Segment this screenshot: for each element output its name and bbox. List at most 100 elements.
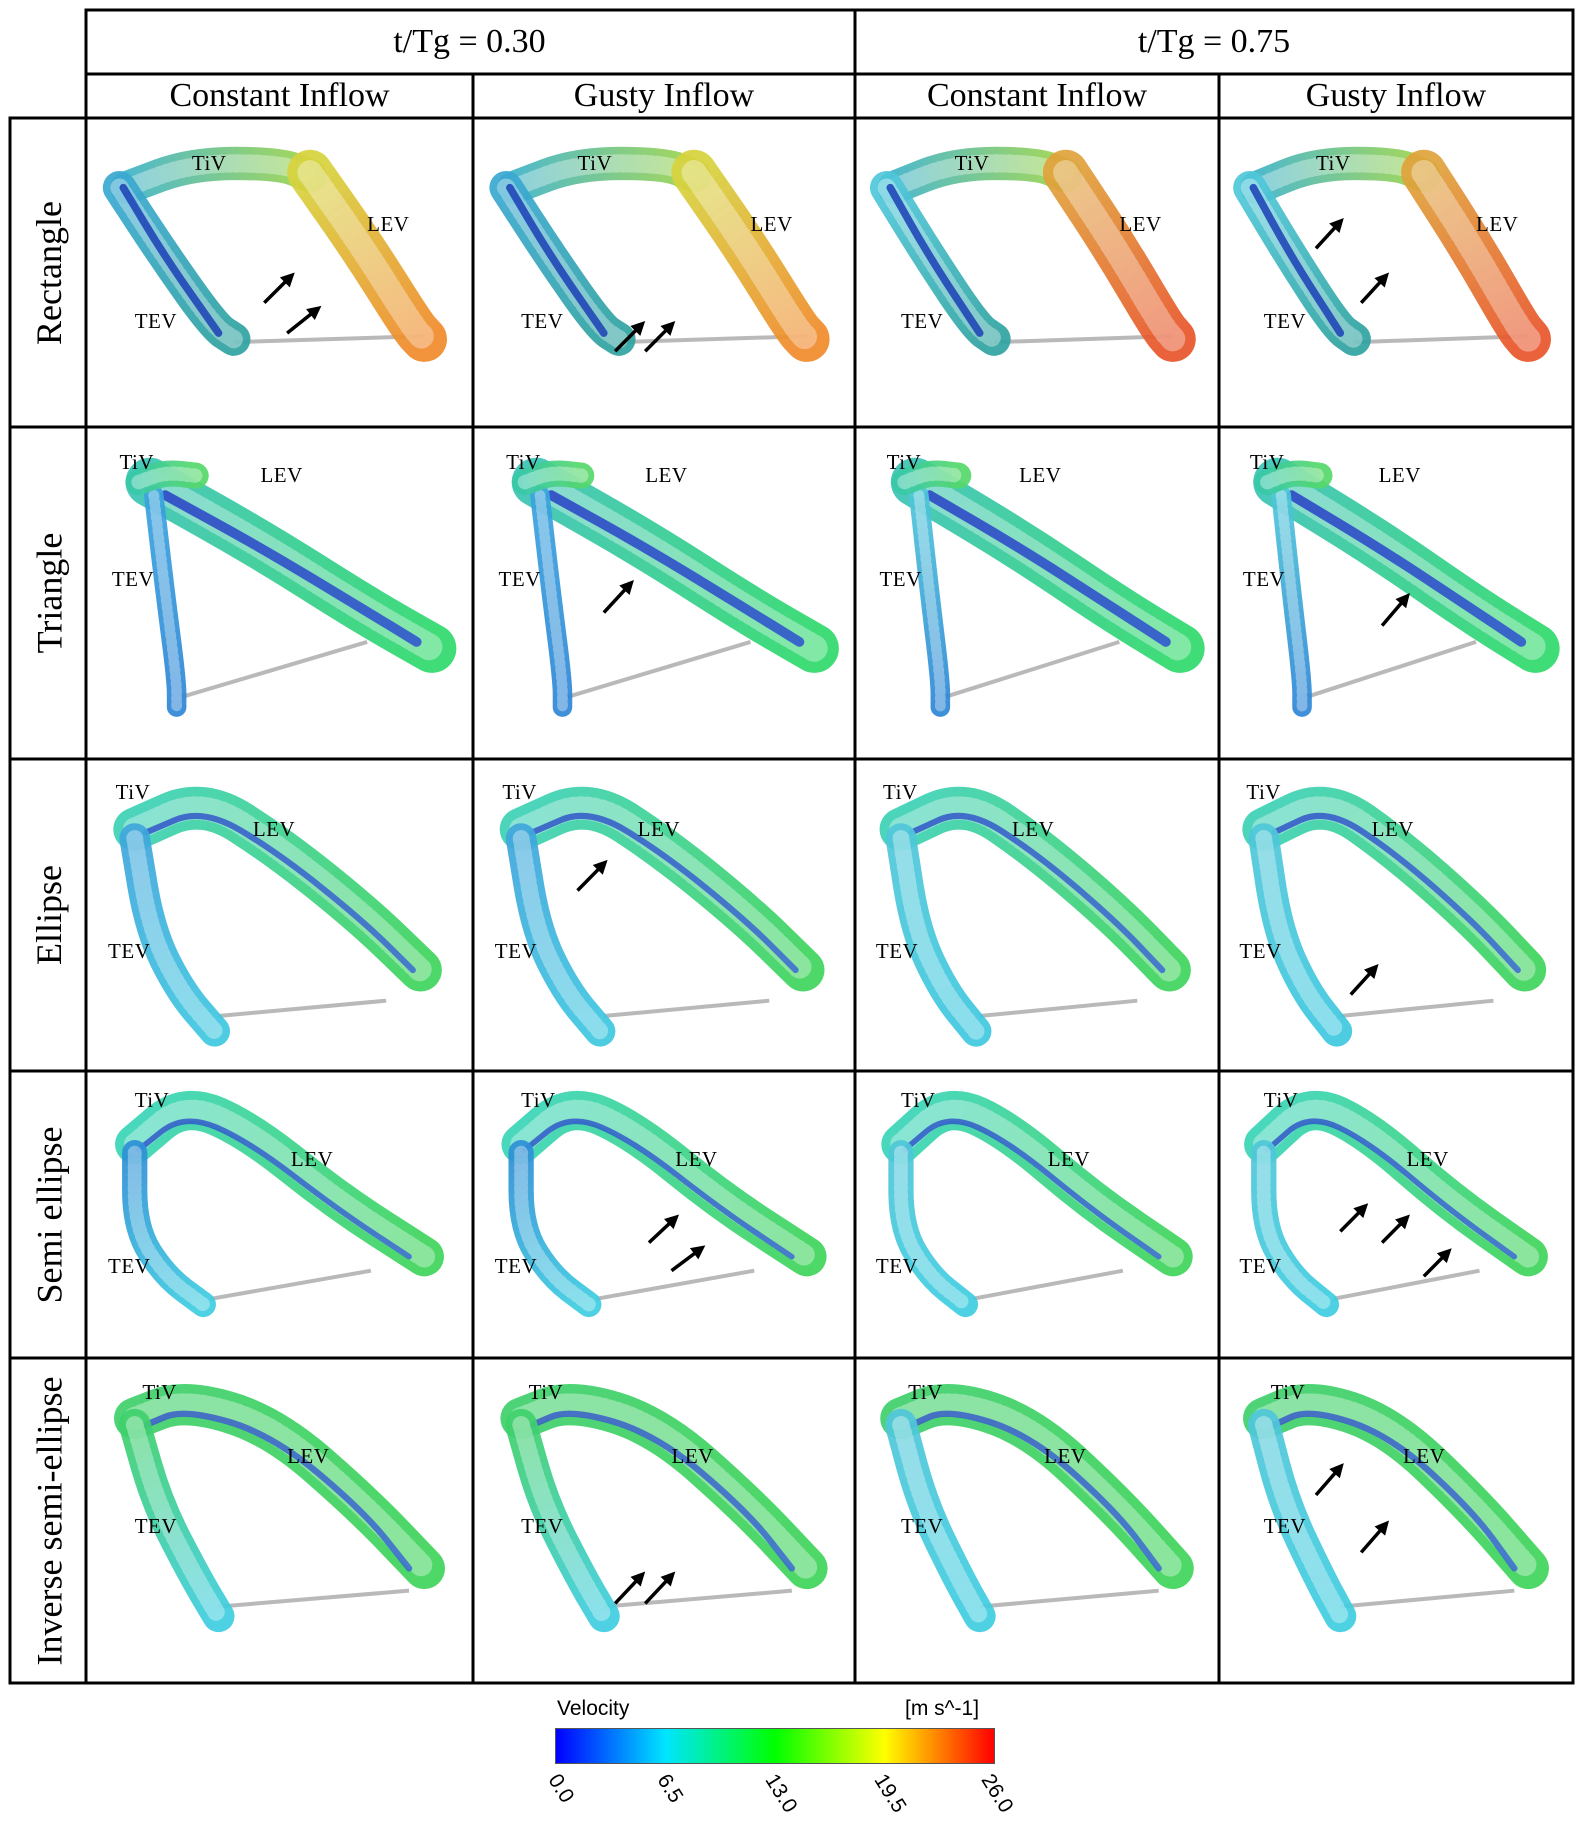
wing-trailing-edge [603, 998, 770, 1018]
arrow-icon [613, 1571, 646, 1605]
vortex-isosurface [1243, 1384, 1549, 1633]
vortex-mesh [534, 489, 568, 713]
vortex-tiv [891, 460, 972, 496]
vortex-mesh [1254, 1416, 1350, 1625]
vortex-mesh [884, 154, 1075, 197]
vortex-label-lev: LEV [367, 211, 410, 236]
vortex-isosurface [880, 1384, 1194, 1633]
vortex-core [1249, 183, 1345, 337]
vortex-isosurface [869, 146, 1196, 362]
vortex-label-lev: LEV [1476, 211, 1519, 236]
vortex-mesh [889, 1393, 1185, 1580]
vortex-isosurface [1242, 786, 1547, 1047]
vortex-tev [1247, 1408, 1357, 1633]
vortex-core [143, 812, 416, 974]
vortex-panel: TiV LEV TEV [1222, 762, 1570, 1068]
vortex-panel: TiV LEV TEV [476, 762, 852, 1068]
vortex-core [529, 812, 799, 974]
wing-trailing-edge [210, 1268, 372, 1301]
vortex-core [119, 183, 223, 337]
vortex-core [529, 1410, 796, 1572]
vortex-label-lev: LEV [1044, 1443, 1087, 1468]
vortex-panel: TiV LEV TEV [476, 121, 852, 424]
row-label-rectangle: Rectangle [29, 200, 69, 345]
vortex-label-tev: TEV [498, 566, 541, 591]
vortex-mesh [1252, 1099, 1540, 1268]
vortex-panel: TiV LEV TEV [89, 430, 470, 756]
vortex-label-tev: TEV [875, 939, 919, 964]
column-header-2: Gusty Inflow [473, 74, 855, 118]
vortex-mesh [1251, 796, 1537, 982]
vortex-mesh [1255, 830, 1346, 1040]
vortex-label-lev: LEV [1119, 211, 1162, 236]
column-header-4-label: Gusty Inflow [1305, 77, 1487, 114]
wing-trailing-edge [218, 998, 387, 1018]
vortex-isosurface [113, 1384, 446, 1633]
header-group-2-label: t/Tg = 0.75 [1137, 23, 1291, 60]
vortex-lev [1244, 1090, 1548, 1277]
vortex-panel: TiV LEV TEV [858, 762, 1216, 1068]
vortex-label-lev: LEV [260, 462, 303, 487]
arrow-icon [576, 859, 608, 892]
vortex-tev [505, 823, 616, 1047]
vortex-label-lev: LEV [1371, 817, 1414, 842]
vortex-label-tev: TEV [111, 566, 155, 591]
vortex-panel: TiV LEV TEV [1222, 1361, 1570, 1680]
vortex-label-tiv: TiV [528, 1380, 564, 1405]
vortex-panel: TiV LEV TEV [1222, 430, 1570, 756]
vortex-label-tev: TEV [875, 1253, 919, 1278]
vortex-mesh [1252, 1393, 1540, 1580]
vortex-mesh [127, 1145, 211, 1312]
vortex-panel: TiV LEV TEV [858, 121, 1216, 424]
row-label-inverse-semi-ellipse: Inverse semi-ellipse [29, 1376, 69, 1665]
vortex-lev [1401, 149, 1551, 362]
vortex-core [1264, 1118, 1518, 1260]
wing-trailing-edge [618, 334, 807, 345]
vortex-lev [671, 149, 830, 362]
column-header-3: Constant Inflow [855, 74, 1219, 118]
vortex-core [1271, 1410, 1518, 1572]
vortex-tev [888, 1140, 979, 1318]
vortex-tev [885, 1408, 996, 1633]
arrow-icon [1380, 1214, 1410, 1244]
vortex-tiv [511, 460, 595, 496]
vortex-label-lev: LEV [645, 462, 688, 487]
vortex-label-tev: TEV [879, 566, 922, 591]
vortex-core [522, 1118, 795, 1260]
vortex-mesh [890, 1099, 1184, 1268]
vortex-isosurface [890, 457, 1205, 717]
column-header-3-label: Constant Inflow [926, 77, 1148, 114]
vortex-panel: TiV LEV TEV [89, 1074, 470, 1355]
colorbar-tick-1: 0.0 [543, 1770, 579, 1807]
vortex-label-lev: LEV [1011, 817, 1055, 842]
colorbar-tick-4: 19.5 [869, 1770, 911, 1817]
vortex-label-lev: LEV [675, 1147, 718, 1172]
arrow-icon [602, 579, 634, 614]
vortex-label-tiv: TiV [1246, 780, 1281, 805]
vortex-label-lev: LEV [1047, 1147, 1091, 1172]
vortex-label-tiv: TiV [115, 780, 151, 805]
vortex-isosurface [879, 786, 1191, 1047]
vortex-mesh [126, 830, 224, 1040]
vortex-label-tev: TEV [1242, 566, 1286, 591]
vortex-label-tev: TEV [108, 939, 151, 964]
vortex-label-tev: TEV [1263, 308, 1307, 333]
colorbar-gradient [555, 1728, 995, 1764]
vortex-label-tev: TEV [134, 1514, 178, 1539]
vortex-tev [530, 485, 573, 717]
vortex-tev [885, 823, 992, 1047]
wing-trailing-edge [1340, 1588, 1515, 1609]
vortex-isosurface [511, 457, 839, 717]
vortex-label-lev: LEV [252, 817, 296, 842]
vortex-label-lev: LEV [750, 211, 793, 236]
wing-trailing-edge [565, 639, 752, 700]
vortex-label-tev: TEV [134, 308, 178, 333]
vortex-mesh [297, 160, 437, 352]
vortex-isosurface [500, 1384, 828, 1633]
vortex-panel: TiV LEV TEV [89, 1361, 470, 1680]
vortex-tev [118, 1408, 235, 1633]
wing-trailing-edge [979, 1588, 1159, 1609]
vortex-label-lev: LEV [1402, 1443, 1446, 1468]
arrow-icon [1359, 1520, 1390, 1554]
wing-trailing-edge [603, 1588, 793, 1609]
